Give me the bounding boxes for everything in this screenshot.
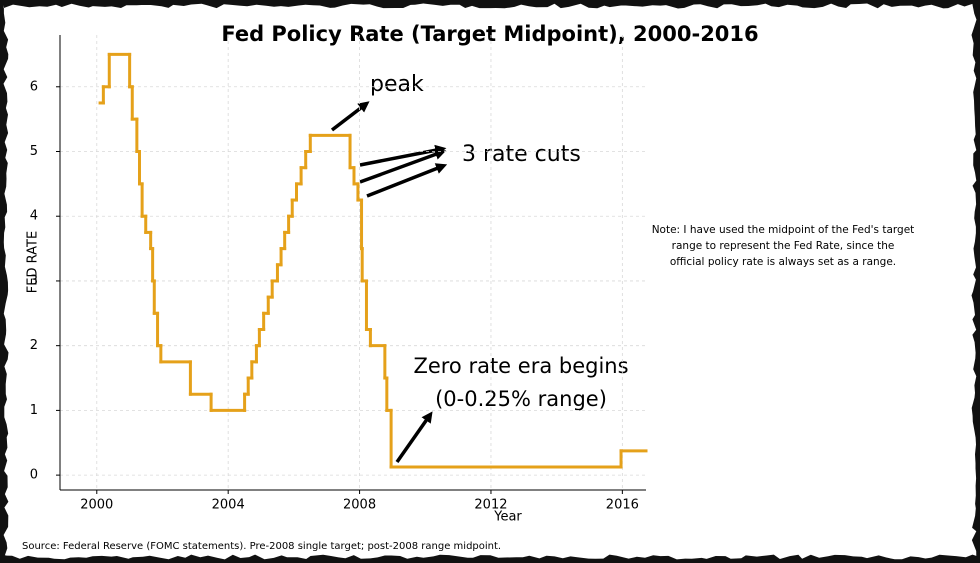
annotation: peak (370, 72, 424, 97)
peak-arrow (330, 101, 370, 132)
y-tick-label: 6 (30, 79, 38, 94)
y-tick-label: 2 (30, 338, 38, 353)
y-tick-label: 3 (30, 273, 38, 288)
annotation: 3 rate cuts (462, 142, 581, 167)
x-tick-label: 2012 (474, 498, 507, 513)
cut-arrow (359, 149, 447, 184)
x-tick-label: 2008 (343, 498, 376, 513)
note: range to represent the Fed Rate, since t… (672, 240, 895, 252)
note: official policy rate is always set as a … (670, 256, 896, 268)
x-tick-label: 2000 (80, 498, 113, 513)
y-tick-label: 5 (30, 144, 38, 159)
note: Note: I have used the midpoint of the Fe… (652, 224, 915, 236)
y-axis-label: FED RATE (26, 231, 41, 293)
source: Source: Federal Reserve (FOMC statements… (22, 541, 501, 552)
zero-arrow (395, 411, 433, 464)
x-axis-label: Year (493, 510, 522, 525)
annotation: (0-0.25% range) (435, 387, 607, 411)
annotation: Zero rate era begins (413, 354, 628, 378)
y-tick-label: 0 (30, 468, 38, 483)
y-tick-label: 4 (30, 209, 38, 224)
cut-arrow (366, 163, 448, 198)
x-tick-label: 2016 (606, 498, 639, 513)
y-tick-label: 1 (30, 403, 38, 418)
x-tick-label: 2004 (212, 498, 245, 513)
chart-title: Fed Policy Rate (Target Midpoint), 2000-… (221, 22, 758, 46)
